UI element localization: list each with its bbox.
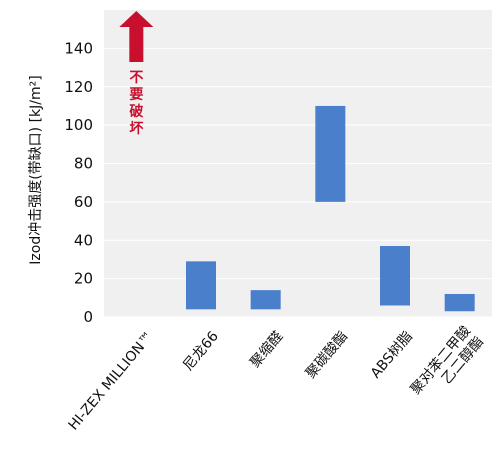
category-label-text: ABS树脂: [368, 329, 416, 382]
bar: [380, 246, 410, 306]
y-tick-label: 40: [74, 231, 93, 249]
bar: [186, 261, 216, 310]
category-label: 聚缩醛: [247, 329, 286, 371]
category-label-text: 聚碳酸酯: [303, 329, 351, 382]
category-label: ABS树脂: [368, 329, 416, 382]
y-axis-ticks: 0 20 40 60 80 100 120 140: [64, 39, 93, 326]
y-tick-label: 60: [74, 193, 93, 211]
annotation-char: 坏: [129, 120, 143, 137]
bar: [250, 290, 281, 310]
annotation-char: 破: [129, 103, 143, 120]
y-tick-label: 140: [64, 39, 93, 57]
category-label-text: 聚缩醛: [247, 329, 286, 371]
y-tick-label: 120: [64, 78, 93, 96]
up-arrow-icon: [119, 11, 154, 62]
bar: [444, 293, 475, 312]
category-label: HI-ZEX MILLION™: [66, 329, 158, 434]
category-label-text: 尼龙66: [180, 328, 222, 373]
x-axis-categories: HI-ZEX MILLION™ 尼龙66 聚缩醛 聚碳酸酯 ABS树脂聚对苯二甲酸乙二醇…: [66, 322, 488, 433]
category-label: 聚碳酸酯: [303, 329, 351, 382]
y-tick-label: 100: [64, 116, 93, 134]
bar: [315, 105, 346, 202]
grid-lines: [104, 47, 492, 318]
bars: [186, 105, 475, 312]
annotation-char: 不: [129, 70, 143, 86]
y-tick-label: 20: [74, 270, 93, 288]
y-tick-label: 0: [83, 308, 93, 326]
category-label: 尼龙66: [180, 328, 222, 373]
y-tick-label: 80: [74, 155, 93, 173]
category-label-text: HI-ZEX MILLION™: [66, 329, 158, 434]
annotation-char: 要: [129, 87, 143, 103]
y-axis-label: Izod冲击强度(带缺口) [kJ/m²]: [28, 75, 44, 264]
